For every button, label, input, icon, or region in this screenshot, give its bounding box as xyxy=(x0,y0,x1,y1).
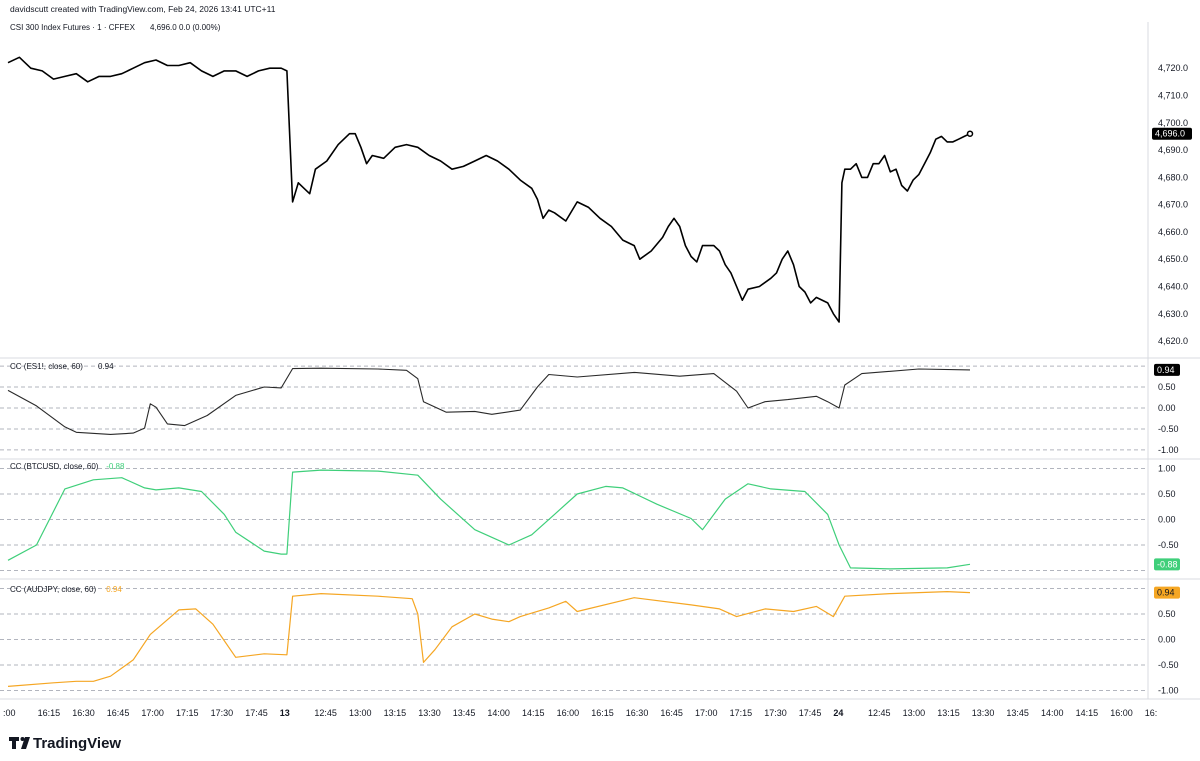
y-tick-label: 4,690.0 xyxy=(1158,145,1188,155)
x-tick-label: 17:00 xyxy=(695,708,718,718)
symbol-header: CSI 300 Index Futures · 1 · CFFEX 4,696.… xyxy=(10,23,221,32)
btc-value-label: -0.88 xyxy=(1157,559,1178,569)
pane-borders xyxy=(0,22,1200,700)
x-tick-label: 16:00 xyxy=(557,708,580,718)
aud-value-label: 0.94 xyxy=(1157,588,1175,598)
x-tick-label: 13:15 xyxy=(937,708,960,718)
x-tick-label: 13:30 xyxy=(418,708,441,718)
time-axis[interactable]: :00 16:15 16:30 16:45 17:00 17:15 17:30 17:45 13… xyxy=(3,708,1157,718)
aud-pane-title: CC (AUDJPY, close, 60) xyxy=(10,585,96,594)
y-tick-label: -1.00 xyxy=(1158,685,1179,695)
header-last-value: 4,696.0 xyxy=(150,23,177,32)
y-tick-label: 0.50 xyxy=(1158,609,1176,619)
es1-value-label: 0.94 xyxy=(1157,365,1175,375)
y-tick-label: 4,630.0 xyxy=(1158,309,1188,319)
x-tick-label: 13:15 xyxy=(384,708,407,718)
es1-correlation-pane[interactable]: 0.50 0.00 -0.50 -1.00 CC (ES1!, close, 60) 0.… xyxy=(0,362,1180,455)
last-price-label: 4,696.0 xyxy=(1155,129,1185,139)
y-tick-label: 0.50 xyxy=(1158,382,1176,392)
x-tick-label: :00 xyxy=(3,708,16,718)
y-tick-label: 4,650.0 xyxy=(1158,254,1188,264)
x-tick-label: 16:00 xyxy=(1110,708,1133,718)
x-tick-label: 16:45 xyxy=(107,708,130,718)
x-tick-label: 12:45 xyxy=(868,708,891,718)
x-tick-label: 14:15 xyxy=(522,708,545,718)
x-tick-label: 13:30 xyxy=(972,708,995,718)
es1-pane-value: 0.94 xyxy=(98,362,114,371)
btc-series-line[interactable] xyxy=(7,469,971,570)
x-tick-label: 16:15 xyxy=(38,708,61,718)
header-credit: davidscutt created with TradingView.com,… xyxy=(10,4,276,14)
symbol-line: CSI 300 Index Futures · 1 · CFFEX xyxy=(10,23,136,32)
x-tick-label: 17:45 xyxy=(245,708,268,718)
x-tick-label: 13 xyxy=(280,708,290,718)
btc-pane-title: CC (BTCUSD, close, 60) xyxy=(10,462,99,471)
x-tick-label: 17:45 xyxy=(799,708,822,718)
x-tick-label: 16:45 xyxy=(660,708,683,718)
aud-pane-value: 0.94 xyxy=(106,585,122,594)
y-tick-label: 4,640.0 xyxy=(1158,282,1188,292)
last-price-marker xyxy=(966,130,974,137)
audjpy-correlation-pane[interactable]: 0.50 0.00 -0.50 -1.00 CC (AUDJPY, close, 60)… xyxy=(0,585,1180,695)
y-tick-label: 0.00 xyxy=(1158,635,1176,645)
header-change: 0.0 (0.00%) xyxy=(179,23,221,32)
y-tick-label: 1.00 xyxy=(1158,464,1176,474)
x-tick-label: 14:00 xyxy=(1041,708,1064,718)
x-tick-label: 17:00 xyxy=(141,708,164,718)
y-tick-label: 0.00 xyxy=(1158,515,1176,525)
btc-value-label-bg xyxy=(1154,558,1180,571)
tradingview-wordmark: TradingView xyxy=(33,735,121,752)
x-tick-label: 24 xyxy=(833,708,843,718)
y-tick-label: 4,700.0 xyxy=(1158,118,1188,128)
x-tick-label: 12:45 xyxy=(314,708,337,718)
y-tick-label: 0.00 xyxy=(1158,403,1176,413)
aud-series-line[interactable] xyxy=(7,591,971,687)
y-tick-label: 0.50 xyxy=(1158,489,1176,499)
tradingview-logo-icon xyxy=(9,737,30,749)
tradingview-logo: TradingView xyxy=(9,735,121,752)
x-tick-label: 13:00 xyxy=(349,708,372,718)
x-tick-label: 17:30 xyxy=(764,708,787,718)
btc-pane-value: -0.88 xyxy=(106,462,125,471)
y-tick-label: -1.00 xyxy=(1158,445,1179,455)
x-tick-label: 16:15 xyxy=(591,708,614,718)
es1-series-line[interactable] xyxy=(7,367,971,435)
x-tick-label: 16:30 xyxy=(72,708,95,718)
y-tick-label: -0.50 xyxy=(1158,540,1179,550)
y-tick-label: 4,720.0 xyxy=(1158,63,1188,73)
x-tick-label: 13:00 xyxy=(903,708,926,718)
es1-pane-title: CC (ES1!, close, 60) xyxy=(10,362,83,371)
x-tick-label: 17:15 xyxy=(176,708,199,718)
x-tick-label: 13:45 xyxy=(1006,708,1029,718)
y-tick-label: 4,680.0 xyxy=(1158,172,1188,182)
y-tick-label: -0.50 xyxy=(1158,424,1179,434)
y-tick-label: 4,620.0 xyxy=(1158,336,1188,346)
last-price-label-bg xyxy=(1152,127,1192,140)
es1-value-label-bg xyxy=(1154,363,1180,376)
y-tick-label: 4,660.0 xyxy=(1158,227,1188,237)
y-tick-label: -0.50 xyxy=(1158,660,1179,670)
y-tick-label: 4,710.0 xyxy=(1158,90,1188,100)
x-tick-label: 17:15 xyxy=(730,708,753,718)
price-series-line[interactable] xyxy=(7,56,971,323)
x-tick-label: 13:45 xyxy=(453,708,476,718)
x-tick-label: 16: xyxy=(1145,708,1158,718)
x-tick-label: 17:30 xyxy=(211,708,234,718)
x-tick-label: 14:15 xyxy=(1076,708,1099,718)
price-pane[interactable]: 4,720.0 4,710.0 4,700.0 4,690.0 4,680.0 4,670… xyxy=(7,56,1192,346)
y-tick-label: 4,670.0 xyxy=(1158,200,1188,210)
x-tick-label: 14:00 xyxy=(487,708,510,718)
x-tick-label: 16:30 xyxy=(626,708,649,718)
aud-value-label-bg xyxy=(1154,586,1180,599)
